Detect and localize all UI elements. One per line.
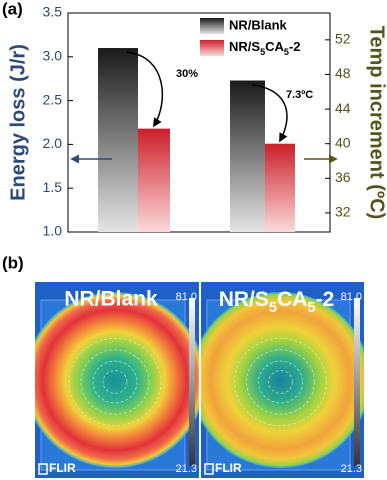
- logo-mark: [204, 463, 214, 475]
- annotation: 7.3ºC: [286, 89, 313, 101]
- bar: [230, 80, 265, 232]
- y2-tick-label: 48: [335, 65, 351, 81]
- y-axis-label: Energy loss (J/r): [7, 44, 29, 201]
- arrow: [251, 83, 288, 143]
- plot-frame: [67, 12, 331, 233]
- scale-min: 21.3: [176, 463, 197, 475]
- scale-max: 81.0: [176, 291, 197, 303]
- bar: [265, 143, 295, 232]
- logo: FLIR: [49, 461, 76, 475]
- y2-tick-label: 52: [335, 31, 351, 47]
- y2-tick-label: 44: [335, 100, 351, 116]
- thermal-image: [35, 282, 199, 478]
- y-tick-label: 2.0: [43, 135, 63, 151]
- legend-label: NR/S5CA5-2: [229, 39, 301, 57]
- arrow: [125, 51, 164, 128]
- annotation: 30%: [176, 68, 198, 80]
- texture: [68, 337, 162, 427]
- image-label: NR/Blank: [64, 288, 158, 311]
- color-bar: [354, 298, 360, 466]
- y2-axis-label: Temp increment (ºC): [366, 26, 387, 220]
- texture: [92, 360, 138, 404]
- panel-label: (b): [2, 253, 24, 272]
- logo-mark: [38, 463, 48, 475]
- scale-min: 21.3: [341, 463, 362, 475]
- legend-swatch: [200, 18, 224, 34]
- panel-label: (a): [2, 0, 23, 18]
- y2-tick-label: 40: [335, 134, 351, 150]
- y-tick-label: 2.5: [43, 91, 63, 107]
- heat-ring: [201, 292, 364, 468]
- legend-swatch: [200, 40, 224, 56]
- y-tick-label: 3.5: [43, 4, 63, 20]
- logo: FLIR: [215, 461, 242, 475]
- y-tick-label: 1.5: [43, 179, 63, 195]
- bar: [138, 128, 170, 232]
- texture: [102, 370, 128, 394]
- y2-tick-label: 32: [335, 204, 351, 220]
- legend-label: NR/Blank: [229, 17, 288, 32]
- image-label: NR/S5CA5-2: [219, 288, 335, 316]
- color-bar: [189, 298, 195, 466]
- y2-tick-label: 36: [335, 169, 351, 185]
- heat-ring: [35, 292, 199, 468]
- texture: [246, 349, 315, 415]
- texture: [258, 360, 303, 404]
- scale-max: 81.0: [341, 291, 362, 303]
- texture: [80, 349, 150, 415]
- y-tick-label: 3.0: [43, 48, 63, 64]
- thermal-image: [201, 282, 364, 478]
- bar: [98, 48, 138, 232]
- texture: [234, 337, 327, 427]
- texture: [268, 370, 293, 394]
- y-tick-label: 1.0: [43, 223, 63, 239]
